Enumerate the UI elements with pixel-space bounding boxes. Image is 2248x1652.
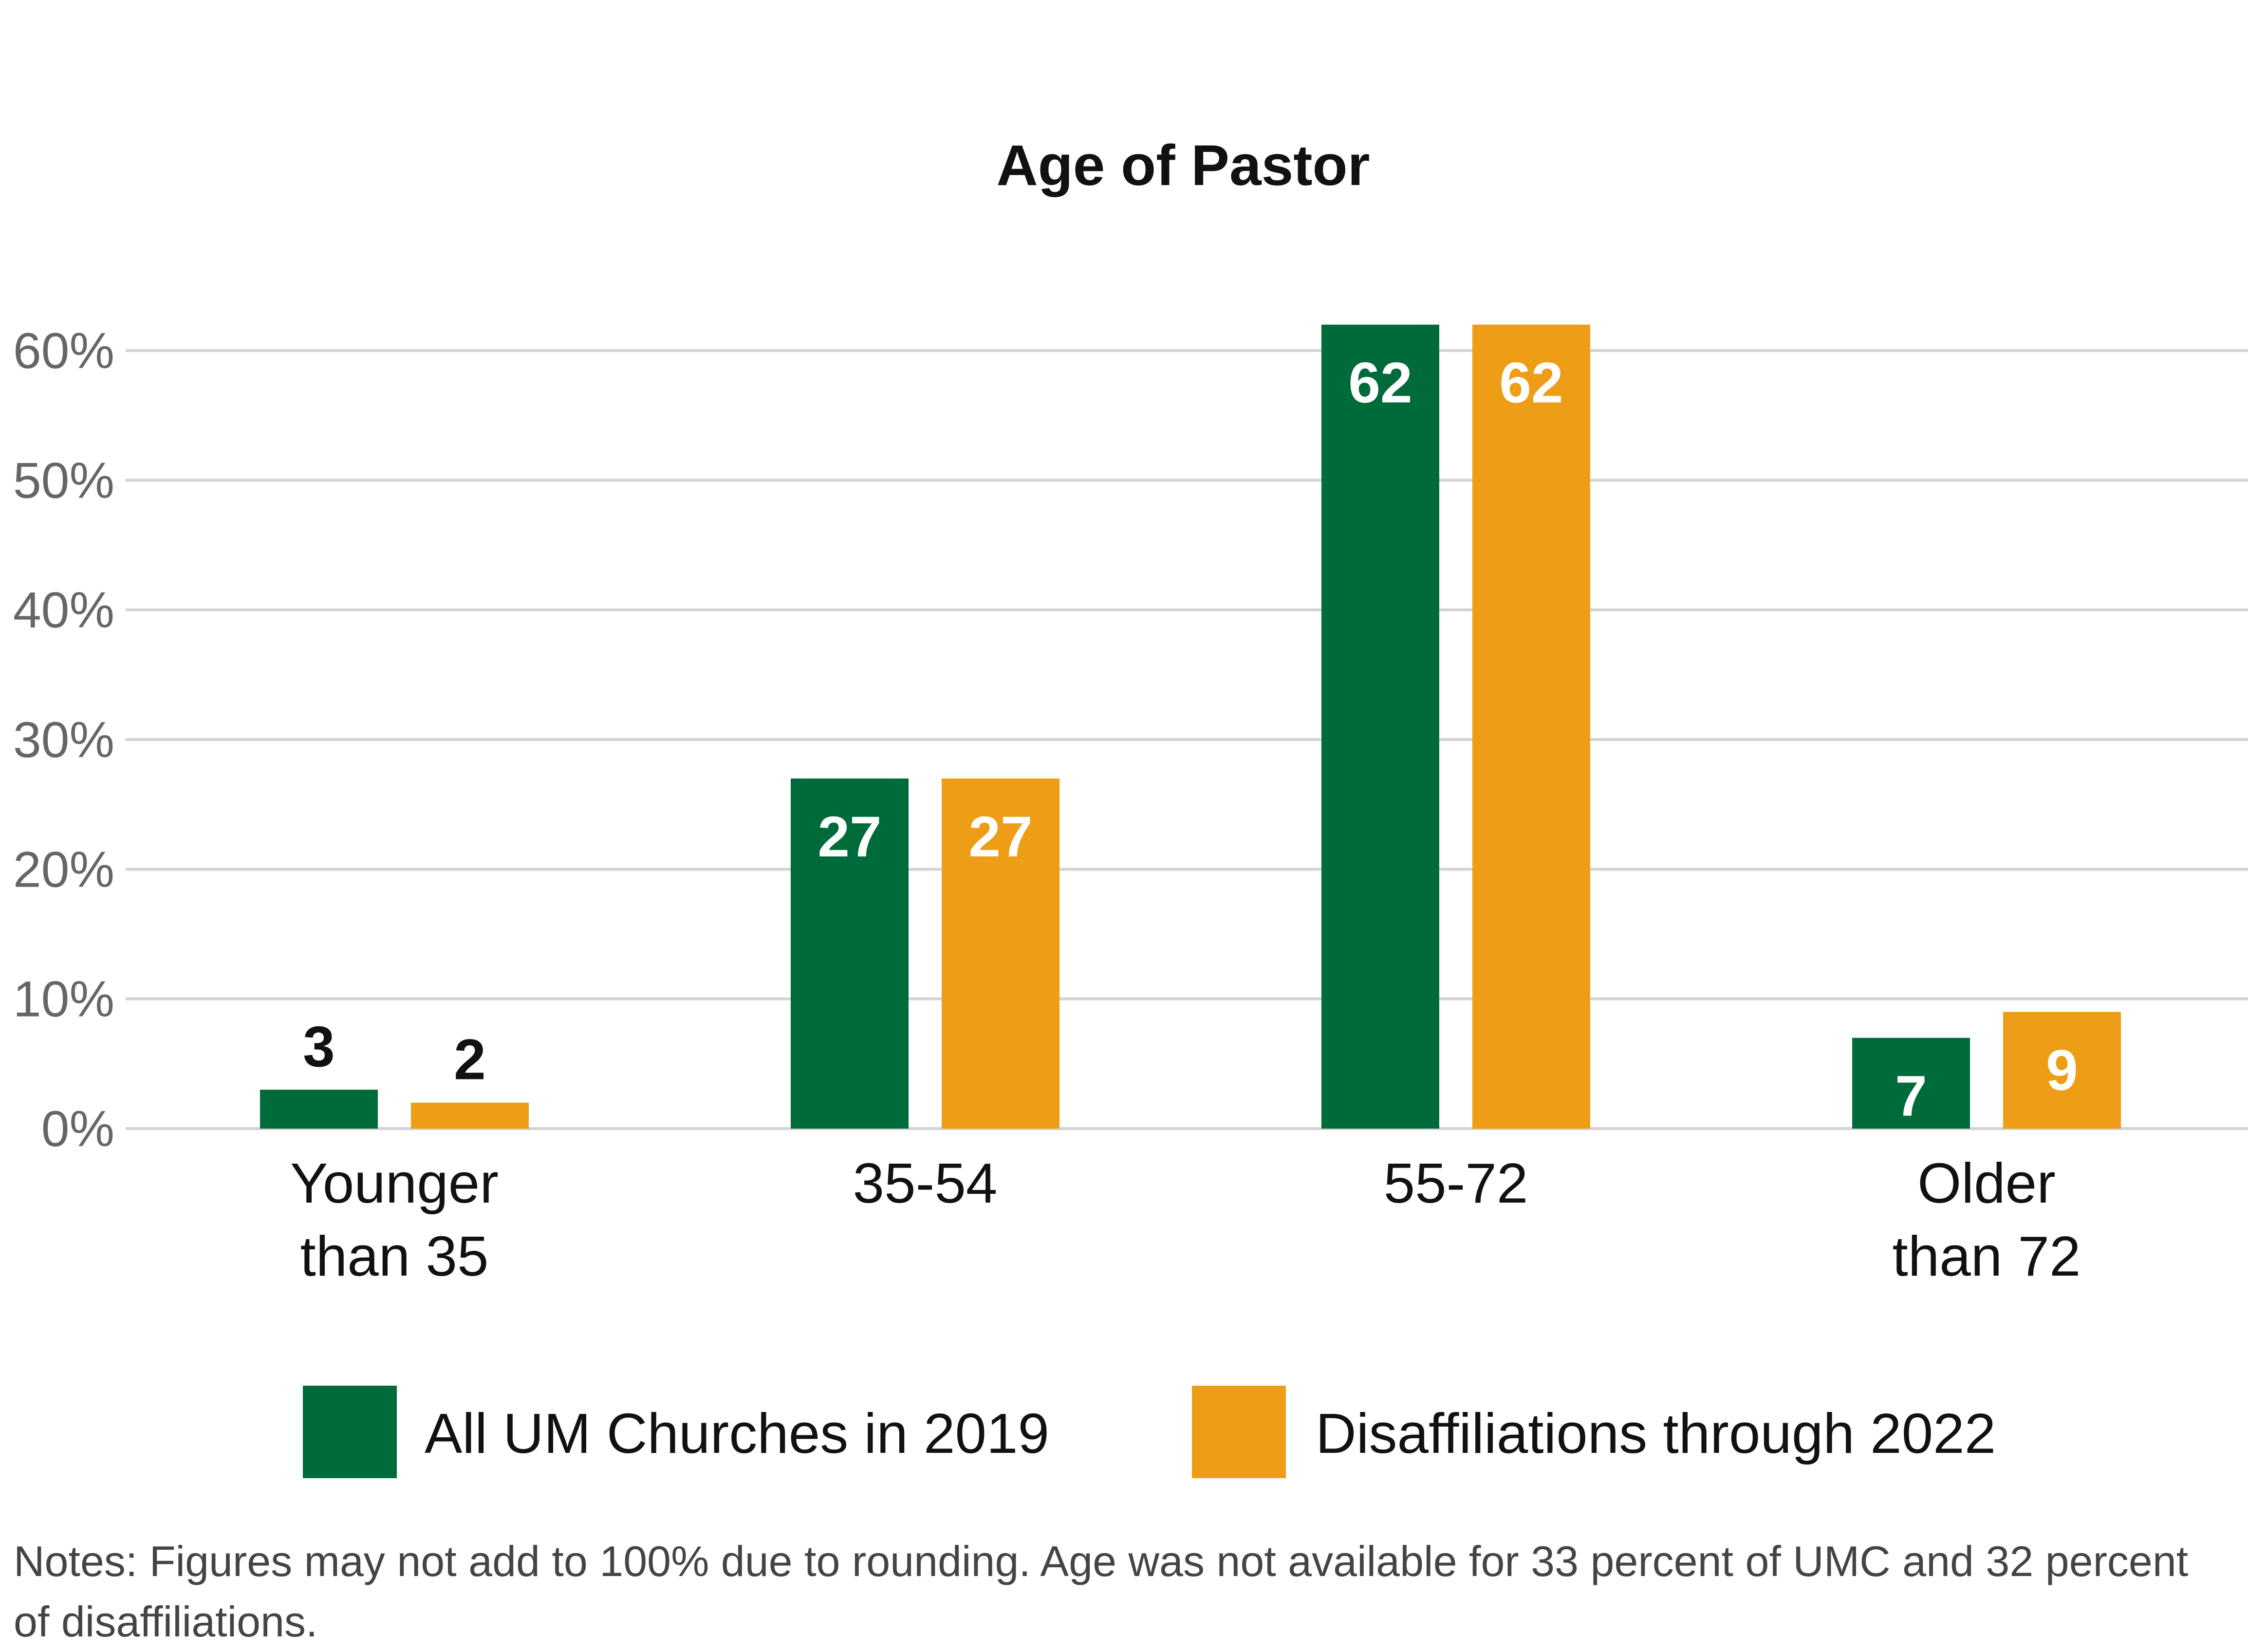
data-label: 7 bbox=[1895, 1064, 1927, 1129]
x-tick-label: than 72 bbox=[1892, 1225, 2081, 1288]
bars bbox=[260, 324, 2121, 1129]
data-label: 27 bbox=[817, 805, 881, 869]
y-axis: 0% 10% 20% 30% 40% 50% 60% bbox=[13, 323, 114, 1157]
data-label: 3 bbox=[303, 1015, 335, 1079]
y-tick-label: 40% bbox=[13, 582, 114, 639]
chart-title: Age of Pastor bbox=[996, 133, 1370, 198]
x-tick-label: 35-54 bbox=[853, 1151, 998, 1215]
data-label: 62 bbox=[1348, 351, 1412, 415]
bar bbox=[260, 1090, 378, 1129]
data-label: 9 bbox=[2046, 1038, 2078, 1102]
y-tick-label: 20% bbox=[13, 841, 114, 898]
bar bbox=[1852, 1038, 1970, 1129]
chart-note: Notes: Figures may not add to 100% due t… bbox=[14, 1537, 2189, 1646]
data-label: 2 bbox=[454, 1028, 486, 1092]
y-tick-label: 30% bbox=[13, 712, 114, 768]
legend: All UM Churches in 2019 Disaffiliations t… bbox=[303, 1386, 1996, 1478]
y-tick-label: 0% bbox=[41, 1101, 114, 1157]
x-axis: Younger than 35 35-54 55-72 Older than 72 bbox=[290, 1151, 2081, 1288]
bar bbox=[411, 1102, 529, 1129]
x-tick-label: Older bbox=[1917, 1151, 2056, 1215]
x-tick-label: Younger bbox=[290, 1151, 499, 1215]
data-label: 62 bbox=[1499, 351, 1563, 415]
data-labels: 3 27 62 7 2 27 62 9 bbox=[303, 351, 2078, 1129]
x-tick-label: than 35 bbox=[300, 1225, 488, 1288]
x-tick-label: 55-72 bbox=[1384, 1151, 1528, 1215]
bar bbox=[1321, 324, 1439, 1129]
legend-label: All UM Churches in 2019 bbox=[425, 1402, 1049, 1465]
data-label: 27 bbox=[968, 805, 1032, 869]
y-tick-label: 50% bbox=[13, 452, 114, 509]
y-tick-label: 10% bbox=[13, 971, 114, 1028]
bar bbox=[2003, 1012, 2121, 1129]
bar bbox=[791, 778, 909, 1129]
y-tick-label: 60% bbox=[13, 323, 114, 379]
legend-swatch bbox=[1192, 1386, 1286, 1478]
bar bbox=[1472, 324, 1590, 1129]
legend-label: Disaffiliations through 2022 bbox=[1316, 1402, 1996, 1465]
gridlines bbox=[126, 349, 2248, 1130]
bar bbox=[942, 778, 1059, 1129]
legend-swatch bbox=[303, 1386, 397, 1478]
